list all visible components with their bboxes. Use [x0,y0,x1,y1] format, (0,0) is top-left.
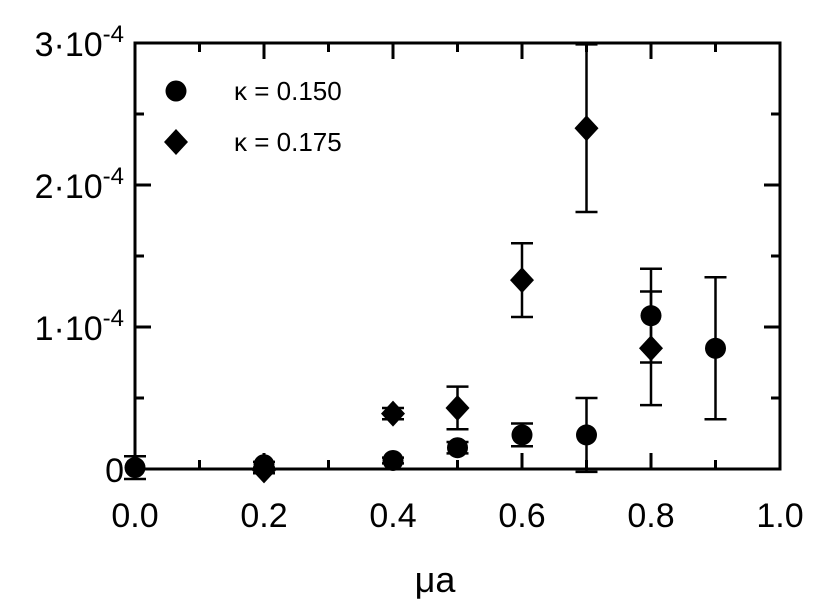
x-axis-title: μa [415,559,457,600]
series-diamond [252,43,663,484]
data-point-circle [511,424,533,446]
legend: κ = 0.150 κ = 0.175 [164,76,342,157]
legend-entry: κ = 0.175 [164,127,342,157]
axis-ticks [133,41,782,471]
data-marks [124,43,727,484]
series-circle [124,267,727,481]
x-tick-label: 0.0 [111,497,158,535]
y-tick-label: 0 [105,452,124,490]
legend-marker-diamond [164,129,188,155]
y-tick-label: 3·10-4 [35,21,124,64]
data-point-circle [124,457,146,479]
x-tick-label: 0.4 [369,497,416,535]
x-tick-label: 0.6 [498,497,545,535]
data-point-circle [447,437,468,459]
data-point-diamond [639,335,663,362]
y-tick-label: 2·10-4 [35,163,124,206]
x-tick-label: 0.2 [240,497,287,535]
legend-marker-circle [165,80,187,102]
data-point-diamond [574,115,599,142]
x-tick-label: 0.8 [627,497,674,535]
data-point-diamond [252,457,276,484]
data-point-diamond [445,394,470,421]
x-tick-labels: 0.0 0.2 0.4 0.6 0.8 1.0 [111,497,803,535]
legend-label: κ = 0.150 [234,76,342,106]
data-point-circle [382,449,404,471]
x-tick-label: 1.0 [756,497,803,535]
y-tick-labels: 0 1·10-4 2·10-4 3·10-4 [35,21,124,490]
data-point-circle [576,424,597,446]
y-tick-label: 1·10-4 [35,305,124,348]
data-point-circle [705,337,726,359]
data-point-diamond [381,400,405,427]
legend-label: κ = 0.175 [234,127,342,157]
data-point-diamond [510,267,534,294]
legend-entry: κ = 0.150 [165,76,342,106]
